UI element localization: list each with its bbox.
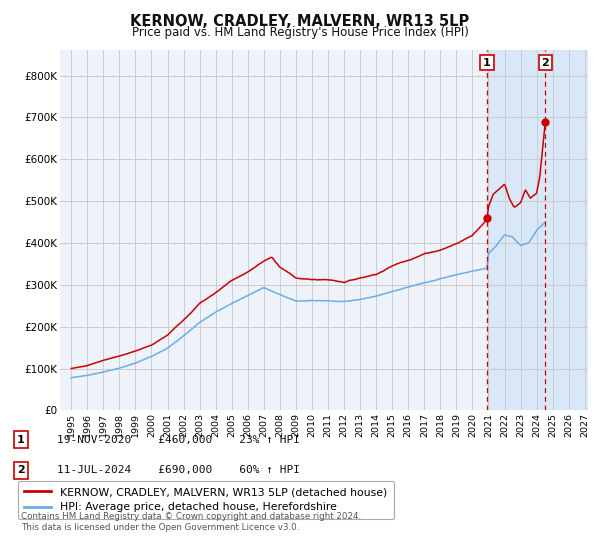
Text: 2: 2 bbox=[541, 58, 549, 68]
Text: Price paid vs. HM Land Registry's House Price Index (HPI): Price paid vs. HM Land Registry's House … bbox=[131, 26, 469, 39]
Text: KERNOW, CRADLEY, MALVERN, WR13 5LP: KERNOW, CRADLEY, MALVERN, WR13 5LP bbox=[130, 14, 470, 29]
Text: 19-NOV-2020    £460,000    23% ↑ HPI: 19-NOV-2020 £460,000 23% ↑ HPI bbox=[57, 435, 300, 445]
Text: 1: 1 bbox=[483, 58, 491, 68]
Legend: KERNOW, CRADLEY, MALVERN, WR13 5LP (detached house), HPI: Average price, detache: KERNOW, CRADLEY, MALVERN, WR13 5LP (deta… bbox=[18, 480, 394, 519]
Text: 11-JUL-2024    £690,000    60% ↑ HPI: 11-JUL-2024 £690,000 60% ↑ HPI bbox=[57, 465, 300, 475]
Text: Contains HM Land Registry data © Crown copyright and database right 2024.
This d: Contains HM Land Registry data © Crown c… bbox=[21, 512, 361, 532]
Bar bbox=[487, 50, 588, 410]
Text: 2: 2 bbox=[17, 465, 25, 475]
Text: 1: 1 bbox=[17, 435, 25, 445]
